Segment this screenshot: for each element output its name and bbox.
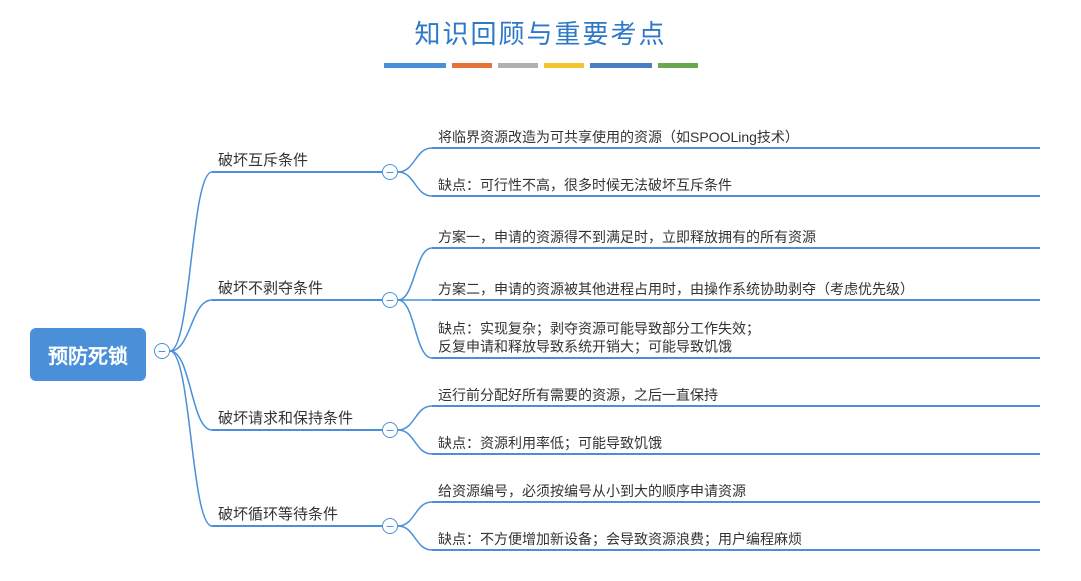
branch-1-collapse-icon[interactable]: − — [382, 292, 398, 308]
branch-0-leaf-0: 将临界资源改造为可共享使用的资源（如SPOOLing技术） — [438, 128, 799, 148]
branch-2-leaf-1: 缺点：资源利用率低；可能导致饥饿 — [438, 434, 662, 454]
branch-2-leaf-0: 运行前分配好所有需要的资源，之后一直保持 — [438, 386, 718, 406]
branch-3-leaf-1: 缺点：不方便增加新设备；会导致资源浪费；用户编程麻烦 — [438, 530, 802, 550]
branch-3-leaf-0: 给资源编号，必须按编号从小到大的顺序申请资源 — [438, 482, 746, 502]
branch-1-leaf-2: 缺点：实现复杂；剥夺资源可能导致部分工作失效；反复申请和释放导致系统开销大；可能… — [438, 320, 760, 358]
title-underline-bars — [0, 63, 1081, 68]
title-bar-2 — [498, 63, 538, 68]
page-title: 知识回顾与重要考点 — [0, 0, 1081, 51]
branch-0-collapse-icon[interactable]: − — [382, 164, 398, 180]
title-bar-1 — [452, 63, 492, 68]
branch-2-label[interactable]: 破坏请求和保持条件 — [218, 407, 353, 430]
branch-1-label[interactable]: 破坏不剥夺条件 — [218, 277, 323, 300]
title-bar-4 — [590, 63, 652, 68]
title-bar-3 — [544, 63, 584, 68]
branch-1-leaf-0: 方案一，申请的资源得不到满足时，立即释放拥有的所有资源 — [438, 228, 816, 248]
branch-1-leaf-1: 方案二，申请的资源被其他进程占用时，由操作系统协助剥夺（考虑优先级） — [438, 280, 914, 300]
title-bar-0 — [384, 63, 446, 68]
title-bar-5 — [658, 63, 698, 68]
branch-3-label[interactable]: 破坏循环等待条件 — [218, 503, 338, 526]
branch-2-collapse-icon[interactable]: − — [382, 422, 398, 438]
branch-0-leaf-1: 缺点：可行性不高，很多时候无法破坏互斥条件 — [438, 176, 732, 196]
branch-0-label[interactable]: 破坏互斥条件 — [218, 149, 308, 172]
mindmap: 预防死锁−破坏互斥条件−将临界资源改造为可共享使用的资源（如SPOOLing技术… — [30, 100, 1060, 570]
branch-3-collapse-icon[interactable]: − — [382, 518, 398, 534]
root-collapse-icon[interactable]: − — [154, 343, 170, 359]
root-node[interactable]: 预防死锁 — [30, 328, 146, 381]
